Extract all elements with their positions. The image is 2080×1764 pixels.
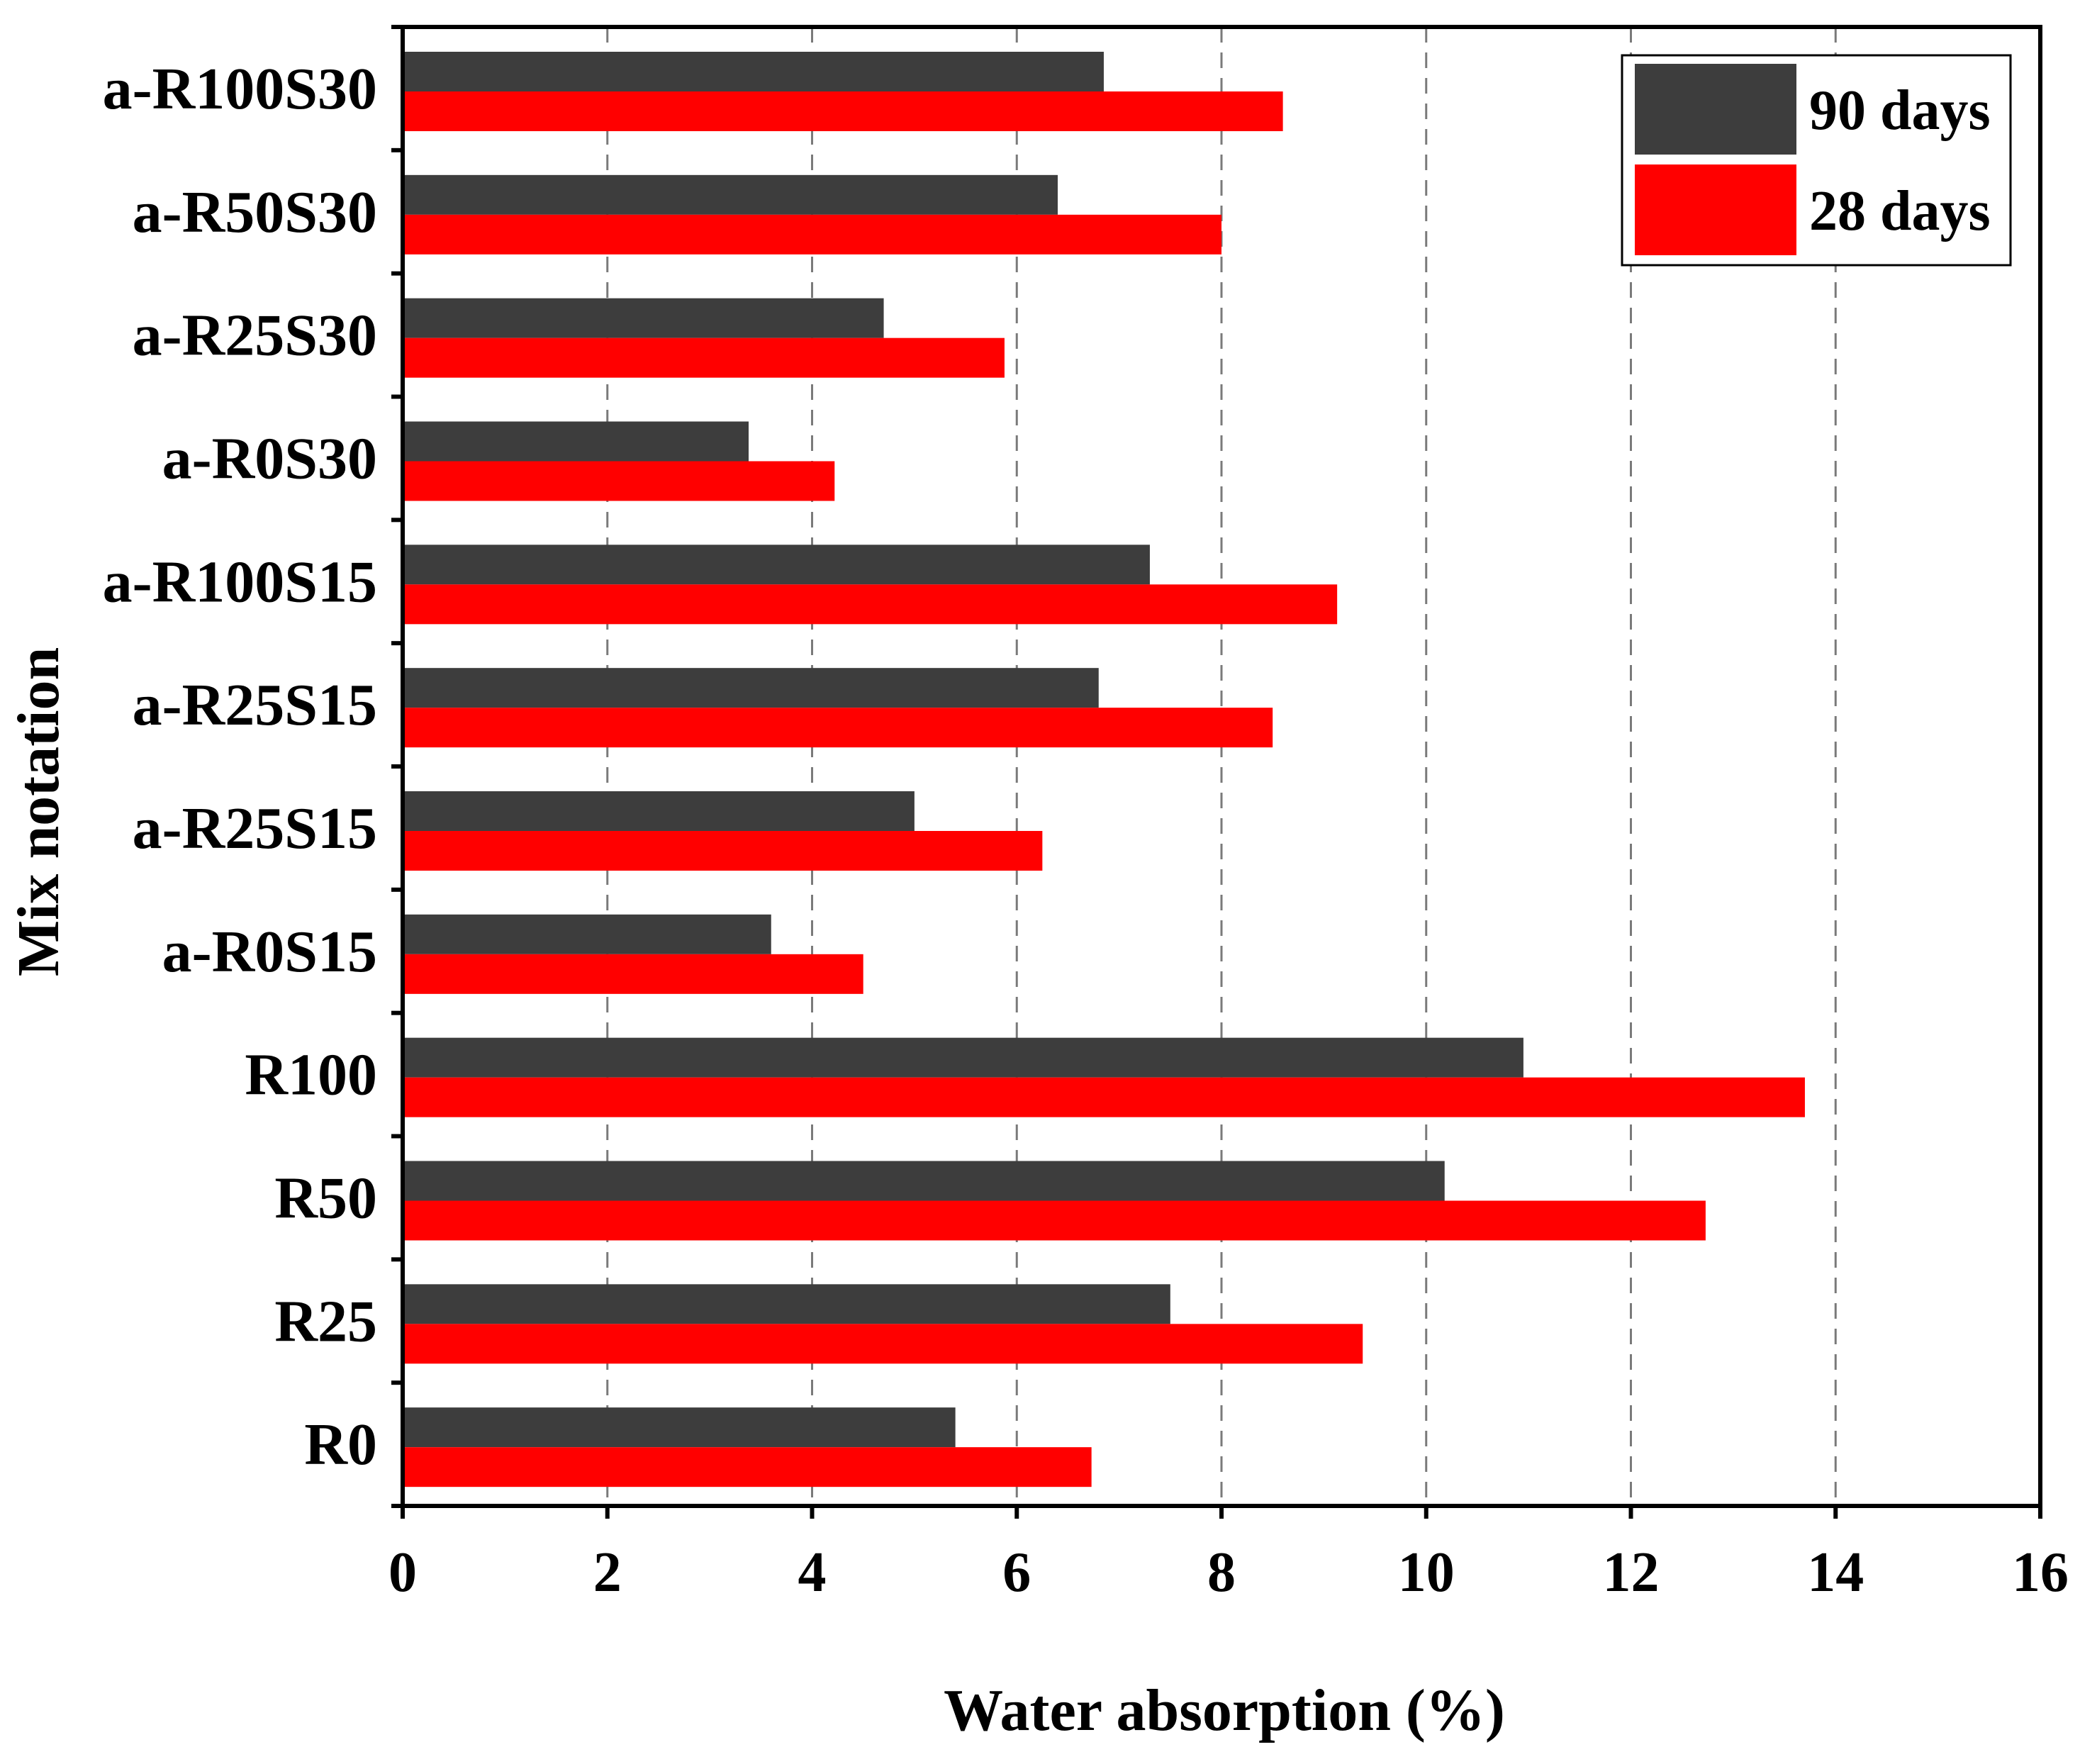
bar-28-days: [403, 708, 1273, 748]
y-tick-label: a-R25S30: [133, 303, 377, 369]
axes: [391, 25, 2042, 1519]
grid-lines: [606, 27, 1837, 1506]
x-tick-label: 16: [2012, 1541, 2069, 1604]
y-tick-label: R25: [274, 1288, 377, 1354]
bar-28-days: [403, 954, 863, 994]
bar-90-days: [403, 914, 771, 954]
bar-28-days: [403, 461, 835, 501]
bar-90-days: [403, 668, 1099, 708]
legend: 90 days 28 days: [1621, 54, 2012, 267]
x-tick-label: 8: [1207, 1541, 1236, 1604]
bar-90-days: [403, 1037, 1523, 1078]
x-tick-label: 0: [388, 1541, 417, 1604]
bar-28-days: [403, 1200, 1706, 1241]
bar-90-days: [403, 298, 884, 338]
bar-28-days: [403, 1447, 1092, 1487]
legend-label: 28 days: [1809, 180, 1991, 242]
x-tick-label: 2: [593, 1541, 622, 1604]
bar-28-days: [403, 91, 1283, 131]
y-tick-label: a-R100S30: [103, 56, 377, 122]
bar-90-days: [403, 1407, 956, 1448]
y-tick-label: a-R50S30: [133, 179, 377, 245]
y-tick-label: a-R25S15: [133, 672, 377, 738]
x-tick-label: 12: [1603, 1541, 1660, 1604]
bar-28-days: [403, 831, 1043, 871]
x-tick-label: 4: [798, 1541, 827, 1604]
y-tick-label: R100: [245, 1042, 377, 1108]
y-tick-label: R0: [304, 1412, 377, 1478]
x-tick-label: 10: [1398, 1541, 1455, 1604]
bar-28-days: [403, 214, 1221, 255]
y-tick-label: a-R0S30: [162, 425, 377, 491]
bar-90-days: [403, 174, 1058, 215]
bar-28-days: [403, 584, 1338, 625]
y-axis-title: Mix notation: [6, 647, 72, 976]
bars: [403, 52, 1805, 1487]
bar-90-days: [403, 421, 749, 462]
bar-28-days: [403, 1077, 1805, 1117]
legend-swatch: [1635, 164, 1796, 255]
bar-90-days: [403, 791, 915, 831]
y-tick-label: a-R100S15: [103, 549, 377, 615]
legend-swatch: [1635, 64, 1796, 155]
tick-labels: a-R100S30 a-R50S30 a-R25S30 a-R0S30 a-R100S1…: [103, 56, 2069, 1604]
y-tick-label: R50: [274, 1165, 377, 1231]
x-axis-title: Water absorption (%): [944, 1678, 1505, 1743]
bar-28-days: [403, 1324, 1363, 1364]
y-tick-label: a-R25S15: [133, 796, 377, 861]
y-tick-label: a-R0S15: [162, 919, 377, 985]
legend-label: 90 days: [1809, 79, 1991, 142]
bar-90-days: [403, 545, 1150, 585]
bar-90-days: [403, 1284, 1170, 1324]
bar-90-days: [403, 1161, 1445, 1201]
bar-28-days: [403, 337, 1005, 378]
bar-90-days: [403, 52, 1104, 91]
x-tick-label: 14: [1807, 1541, 1864, 1604]
x-tick-label: 6: [1002, 1541, 1031, 1604]
